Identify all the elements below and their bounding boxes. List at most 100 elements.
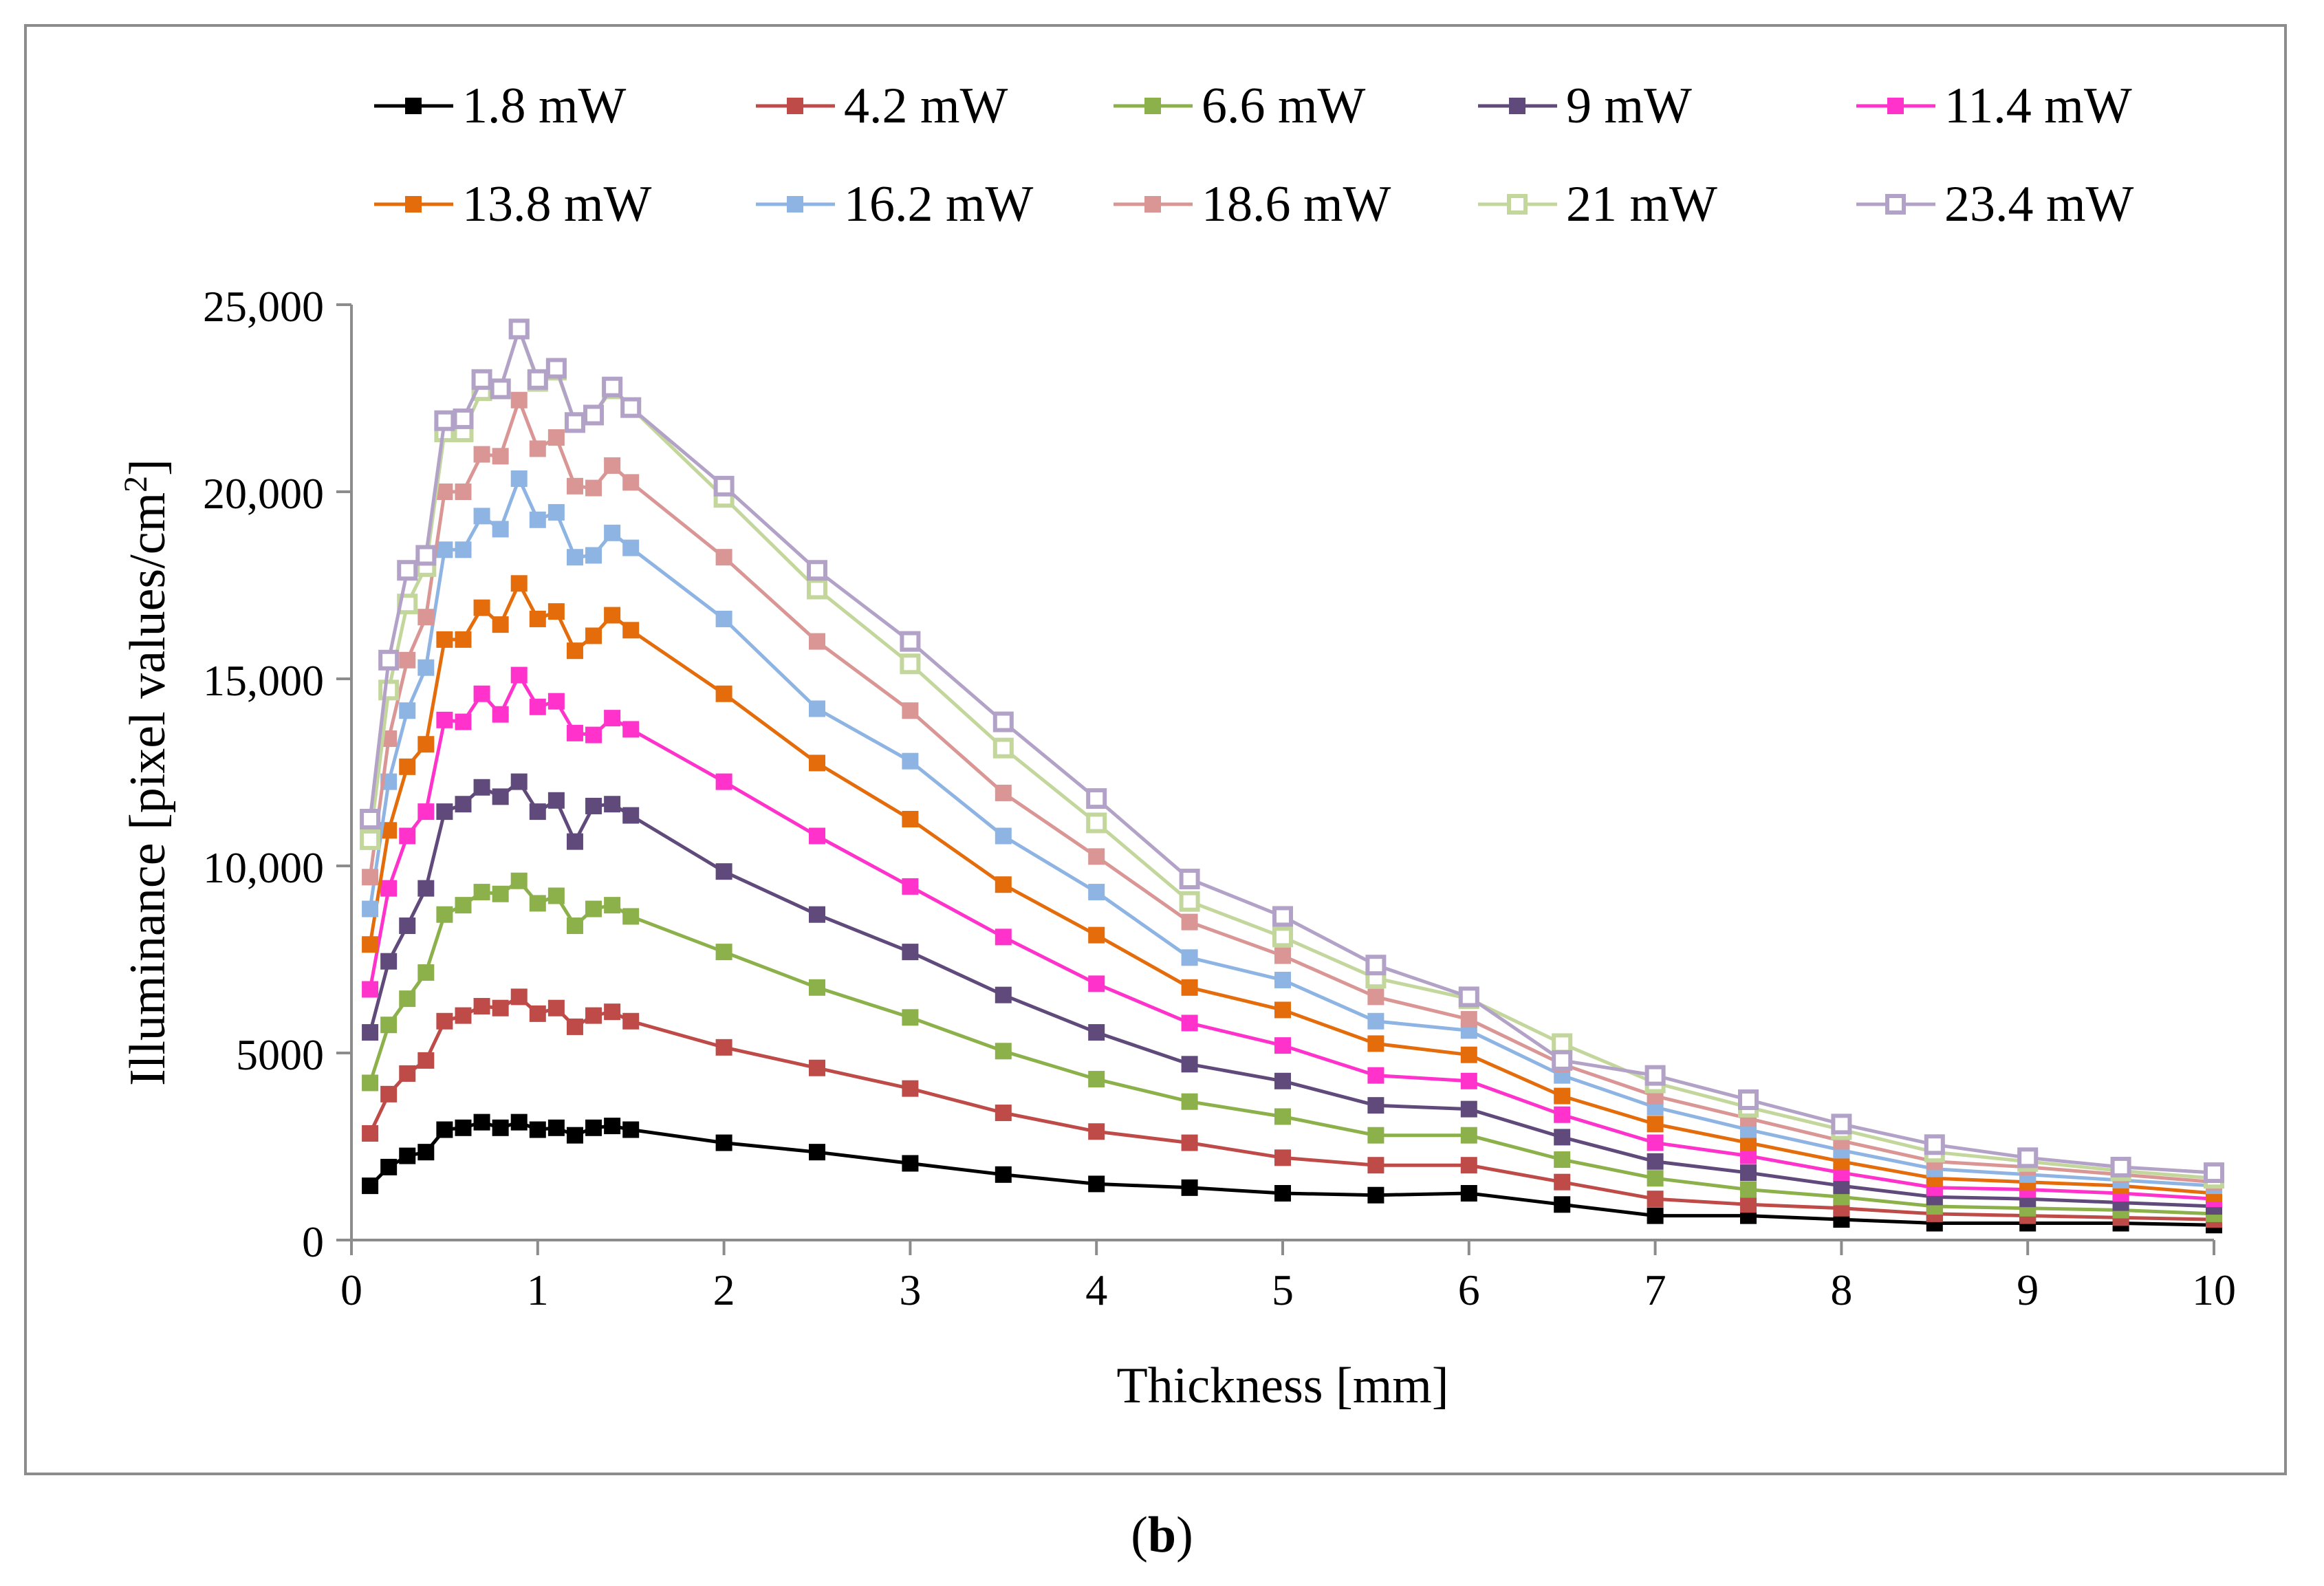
data-point [585, 797, 602, 814]
data-point [399, 990, 416, 1008]
data-point [1507, 194, 1528, 215]
data-point [1181, 949, 1198, 966]
data-point [436, 1012, 453, 1030]
data-point [473, 779, 490, 796]
data-point [585, 479, 602, 497]
data-point [566, 833, 583, 850]
x-tick-label: 2 [713, 1265, 735, 1314]
data-point [453, 408, 474, 429]
data-point [902, 1009, 919, 1026]
data-point [622, 1012, 640, 1030]
data-point [473, 685, 490, 702]
data-point [1554, 1151, 1571, 1169]
legend-item: 18.6 mW [1114, 176, 1391, 232]
data-point [622, 622, 640, 639]
data-point [809, 700, 825, 717]
legend-label: 11.4 mW [1944, 78, 2132, 134]
data-point [807, 578, 827, 600]
data-point [622, 474, 640, 491]
data-point [604, 524, 621, 541]
y-tick-label: 5000 [236, 1030, 324, 1079]
data-point [1367, 1127, 1384, 1144]
data-point [362, 1024, 379, 1041]
x-tick-label: 6 [1458, 1265, 1480, 1314]
data-point [1274, 1072, 1291, 1089]
data-point [622, 1121, 640, 1138]
legend: 1.8 mW 4.2 mW 6.6 mW 9 mW 11.4 mW 13.8 mW 16.2… [374, 78, 2134, 232]
data-point [492, 706, 509, 723]
data-point [1458, 986, 1479, 1008]
data-point [900, 631, 921, 652]
data-point [1554, 1129, 1571, 1146]
y-axis-title: Illuminance [pixel values/cm2] [118, 459, 177, 1086]
data-point [455, 713, 472, 730]
data-point [1088, 975, 1105, 992]
data-point [1554, 1196, 1571, 1213]
data-point [399, 1065, 416, 1082]
data-point [1088, 1071, 1105, 1088]
series-13-8-mw [362, 575, 2222, 1202]
data-point [1647, 1207, 1664, 1224]
x-tick-label: 3 [899, 1265, 921, 1314]
data-point [585, 1007, 602, 1024]
data-point [995, 1043, 1012, 1060]
data-point [604, 607, 621, 624]
data-point [436, 541, 453, 558]
data-point [455, 541, 472, 558]
data-point [1274, 1185, 1291, 1202]
data-point [380, 1017, 398, 1034]
data-point [510, 470, 528, 487]
data-point [1274, 1108, 1291, 1125]
data-point [415, 545, 437, 566]
data-point [455, 631, 472, 648]
data-point [362, 936, 379, 953]
legend-item: 21 mW [1478, 176, 1717, 232]
x-axis-title: Thickness [mm] [1117, 1358, 1449, 1414]
legend-label: 1.8 mW [462, 78, 627, 134]
data-point [436, 484, 453, 500]
data-point [604, 1003, 621, 1021]
data-point [995, 986, 1012, 1003]
data-point [1088, 848, 1105, 865]
series-line [368, 477, 2215, 1188]
data-point [378, 680, 400, 701]
data-point [566, 549, 583, 566]
data-point [417, 736, 435, 753]
y-axis-title-superscript: 2 [118, 476, 154, 492]
data-point [902, 1080, 919, 1097]
data-point [1554, 1173, 1571, 1191]
data-point [622, 539, 640, 556]
data-point [510, 666, 528, 684]
data-point [1179, 869, 1200, 890]
legend-item: 6.6 mW [1114, 78, 1366, 134]
data-point [529, 1121, 546, 1138]
data-point [1272, 906, 1293, 927]
data-point [510, 988, 528, 1006]
data-point [473, 998, 490, 1014]
data-point [547, 887, 565, 904]
data-point [604, 796, 621, 813]
legend-item: 11.4 mW [1856, 78, 2132, 134]
data-point [1181, 1093, 1198, 1110]
data-point [360, 809, 381, 829]
data-point [362, 981, 379, 998]
data-point [604, 457, 621, 474]
data-point [399, 917, 416, 935]
data-point [1647, 1191, 1664, 1208]
y-axis-title-main: Illuminance [pixel values/cm [120, 492, 176, 1086]
data-point [378, 649, 400, 671]
data-point [417, 880, 435, 897]
data-point [902, 702, 919, 719]
y-axis-title-close: ] [120, 459, 176, 476]
x-tick-label: 7 [1644, 1265, 1666, 1314]
data-point [436, 711, 453, 728]
data-point [1738, 1089, 1759, 1110]
data-point [809, 754, 825, 772]
series-line [368, 581, 2215, 1195]
series-23-4-mw [360, 318, 2224, 1184]
data-point [1647, 1116, 1664, 1133]
legend-item: 1.8 mW [374, 78, 627, 134]
data-point [1924, 1134, 1945, 1155]
data-point [1460, 1011, 1477, 1028]
data-point [622, 807, 640, 824]
